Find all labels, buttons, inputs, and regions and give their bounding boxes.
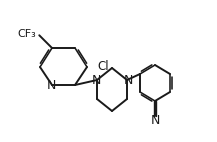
Text: N: N: [91, 74, 101, 86]
Text: Cl: Cl: [97, 59, 109, 73]
Text: N: N: [46, 79, 56, 91]
Text: N: N: [150, 114, 160, 128]
Text: CF₃: CF₃: [18, 29, 36, 39]
Text: N: N: [123, 74, 133, 86]
